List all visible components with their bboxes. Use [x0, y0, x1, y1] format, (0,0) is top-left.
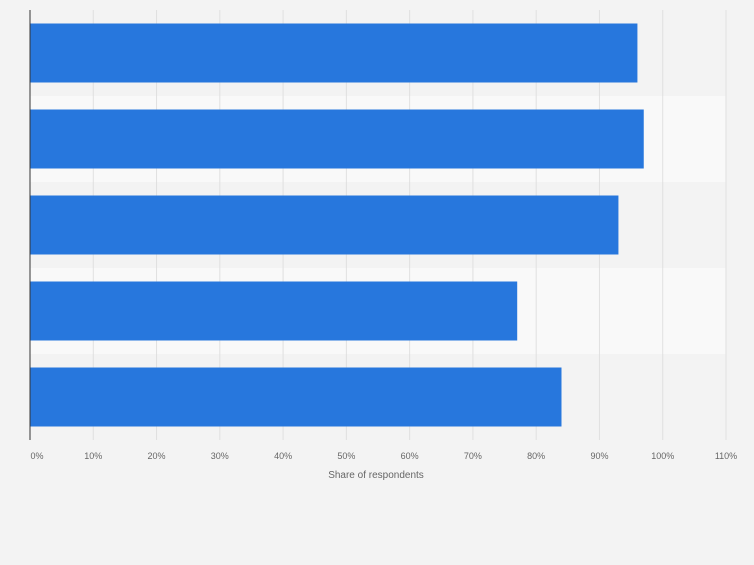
- x-tick-label: 10%: [84, 451, 102, 461]
- x-tick-label: 90%: [590, 451, 608, 461]
- x-tick-label: 30%: [211, 451, 229, 461]
- bar[interactable]: [30, 367, 562, 427]
- x-tick-label: 20%: [148, 451, 166, 461]
- x-tick-label: 80%: [527, 451, 545, 461]
- x-tick-label: 110%: [715, 451, 737, 461]
- bars: [30, 23, 644, 427]
- bar[interactable]: [30, 109, 644, 169]
- x-tick-label: 50%: [337, 451, 355, 461]
- x-axis-ticks: 0% 10% 20% 30% 40% 50% 60% 70% 80% 90% 100% 110%: [30, 451, 737, 461]
- x-tick-label: 70%: [464, 451, 482, 461]
- bar[interactable]: [30, 195, 619, 255]
- x-tick-label: 60%: [401, 451, 419, 461]
- bar[interactable]: [30, 23, 638, 83]
- x-tick-label: 100%: [651, 451, 674, 461]
- x-axis-label: Share of respondents: [328, 470, 424, 481]
- bar[interactable]: [30, 281, 518, 341]
- x-tick-label: 40%: [274, 451, 292, 461]
- x-tick-label: 0%: [30, 451, 43, 461]
